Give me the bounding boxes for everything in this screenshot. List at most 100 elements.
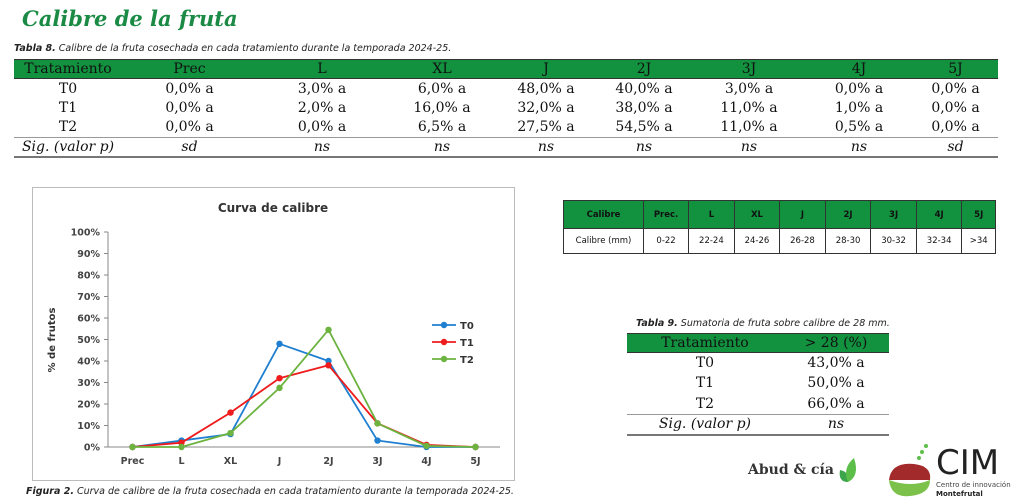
figure-caption: Figura 2. Curva de calibre de la fruta c… [26, 486, 514, 497]
table-cell: ns [693, 136, 805, 158]
x-tick-label: 4J [421, 456, 431, 467]
data-point-T2 [472, 443, 479, 451]
table-row: T1 0,0% a 2,0% a 16,0% a 32,0% a 38,0% a 11,0%… [14, 98, 998, 118]
x-tick-label: L [178, 456, 184, 467]
table-cell: 26-28 [779, 228, 826, 254]
legend-label: T0 [460, 321, 474, 332]
column-header: 3J [870, 200, 917, 229]
column-header: 4J [915, 200, 963, 229]
table-cell: sd [122, 136, 257, 158]
legend-marker-T0 [440, 321, 448, 329]
column-header: Prec [122, 59, 257, 79]
table-cell: 30-32 [870, 228, 917, 254]
data-point-T1 [227, 409, 234, 416]
table-cell: Calibre (mm) [563, 228, 644, 254]
table-row: T2 66,0% a [627, 394, 889, 415]
column-header: Tratamiento [14, 59, 122, 79]
column-header: 2J [595, 59, 693, 79]
chart-title: Curva de calibre [218, 201, 328, 215]
column-header: J [779, 200, 826, 229]
data-point-T2 [325, 326, 332, 334]
table-cell: 22-24 [688, 228, 735, 254]
data-point-T0 [276, 340, 283, 347]
column-header: 2J [824, 200, 872, 229]
data-point-T2 [374, 420, 381, 427]
series-line-T0 [132, 342, 476, 448]
table-row: T0 43,0% a [627, 353, 889, 374]
table-cell: T1 [58, 99, 78, 116]
table-cell: ns [387, 136, 497, 158]
column-header: 3J [693, 59, 805, 79]
cim-subtitle: Centro de innovación [936, 481, 1011, 489]
y-tick-label: 50% [77, 335, 100, 346]
y-tick-label: 80% [77, 271, 100, 282]
column-header: XL [733, 200, 781, 229]
table8-caption: Tabla 8. Calibre de la fruta cosechada e… [14, 43, 451, 54]
table-cell: 6,5% a [417, 119, 467, 135]
data-point-T2 [129, 443, 136, 451]
table-cell: 40,0% a [615, 80, 673, 97]
x-tick-label: XL [224, 456, 237, 467]
table-cell: 3,0% a [297, 80, 347, 97]
x-tick-label: 3J [372, 456, 382, 467]
table-row: T2 0,0% a 0,0% a 6,5% a 27,5% a 54,5% a 11,0% … [14, 118, 998, 138]
table-cell: 6,0% a [417, 80, 467, 97]
table-cell: 0,0% a [297, 119, 347, 135]
table-cell: 0,0% a [931, 80, 980, 97]
y-axis-label: % de frutos [47, 307, 58, 372]
table-cell: 38,0% a [615, 99, 673, 116]
table-cell: 0,0% a [931, 119, 980, 135]
column-header: L [688, 200, 735, 229]
column-header: 5J [961, 200, 996, 229]
leaf-logo-icon [839, 458, 856, 482]
table9-caption: Tabla 9. Sumatoria de fruta sobre calibr… [636, 318, 890, 329]
table-cell: 0,0% a [165, 80, 214, 97]
legend-marker-T2 [440, 355, 448, 363]
caption-label: Tabla 8. [14, 43, 56, 54]
table-cell: 11,0% a [720, 119, 778, 135]
table-row: Sig. (valor p) ns [627, 413, 889, 436]
y-tick-label: 40% [77, 357, 100, 368]
table-cell: 43,0% a [807, 355, 865, 371]
table-cell: 0,0% a [931, 99, 980, 116]
x-tick-label: 2J [323, 456, 333, 467]
x-tick-label: 5J [470, 456, 480, 467]
page-title: Calibre de la fruta [22, 6, 238, 31]
caption-text: Curva de calibre de la fruta cosechada e… [73, 486, 514, 497]
table-cell: 11,0% a [720, 99, 778, 116]
table-cell: 0,0% a [165, 99, 214, 116]
calibre-table: Calibre Prec. L XL J 2J 3J 4J 5J Calibre (mm) 0-22… [563, 200, 996, 254]
column-header: Prec. [642, 200, 690, 229]
table-cell: 50,0% a [807, 375, 865, 392]
table-row: T0 0,0% a 3,0% a 6,0% a 48,0% a 40,0% a 3,0% a… [14, 79, 998, 99]
column-header: Tratamiento [627, 333, 783, 353]
column-header: > 28 (%) [782, 333, 889, 353]
y-tick-label: 100% [71, 228, 101, 239]
data-point-T2 [276, 384, 283, 392]
column-header: 4J [805, 59, 913, 79]
table-9: Tratamiento > 28 (%) T0 43,0% a T1 50,0% a T2 6… [627, 333, 889, 436]
table-cell: Sig. (valor p) [627, 413, 783, 436]
caption-label: Tabla 9. [636, 318, 678, 329]
legend-label: T2 [460, 355, 474, 366]
data-point-T2 [178, 443, 185, 451]
data-point-T2 [423, 442, 430, 450]
table-cell: 0-22 [642, 228, 690, 254]
table-cell: ns [595, 136, 693, 158]
caption-text: Sumatoria de fruta sobre calibre de 28 m… [677, 318, 890, 329]
table-cell: ns [497, 136, 595, 158]
table-cell: 54,5% a [615, 119, 673, 135]
data-point-T0 [374, 437, 381, 444]
table-cell: 28-30 [824, 228, 872, 254]
table-cell: T2 [58, 119, 78, 135]
table-cell: 32-34 [915, 228, 963, 254]
table-cell: ns [805, 136, 913, 158]
table-cell: 48,0% a [517, 80, 575, 97]
table-cell: ns [257, 136, 387, 158]
table-cell: 66,0% a [807, 395, 865, 412]
x-tick-label: J [277, 456, 282, 467]
y-tick-label: 30% [77, 378, 100, 389]
data-point-T1 [325, 362, 332, 369]
table-cell: 3,0% a [724, 80, 774, 97]
abud-logo: Abud & cía [748, 462, 834, 478]
